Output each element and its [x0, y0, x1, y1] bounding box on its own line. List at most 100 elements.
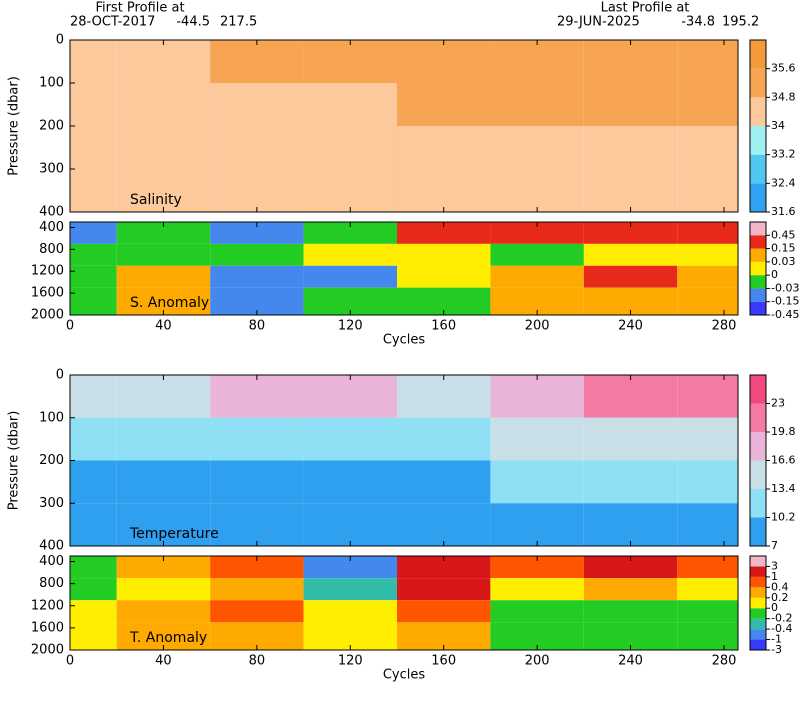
field-cell [677, 265, 738, 288]
panel-label: T. Anomaly [129, 630, 207, 646]
x-axis-label: Cycles [383, 668, 426, 683]
field-cell [210, 600, 304, 623]
field-cell [303, 503, 397, 546]
field-cell [303, 417, 397, 461]
colorbar-label: 1 [771, 570, 778, 583]
field-cell [70, 222, 117, 244]
colorbar-band [750, 576, 766, 588]
field-cell [677, 622, 738, 650]
y-tick-label: 100 [39, 76, 64, 91]
colorbar-label: -0.2 [771, 612, 792, 625]
field-cell [583, 460, 678, 504]
field-cell [303, 265, 397, 288]
colorbar-label: 7 [771, 539, 778, 552]
field [70, 40, 738, 212]
field-cell [396, 600, 491, 623]
field-cell [677, 600, 738, 623]
field-cell [583, 243, 678, 266]
field-cell [677, 126, 738, 169]
y-tick-label: 2000 [31, 308, 64, 323]
field-cell [583, 126, 678, 169]
colorbar-band [750, 460, 766, 489]
colorbar-band [750, 597, 766, 609]
field-cell [116, 417, 211, 461]
colorbar-band [750, 489, 766, 518]
field-cell [303, 375, 397, 418]
colorbar-label: 16.6 [771, 454, 796, 467]
field-cell [70, 503, 117, 546]
x-tick-label: 80 [249, 319, 266, 334]
field-cell [396, 40, 491, 83]
field-cell [210, 503, 304, 546]
field-cell [116, 40, 211, 83]
colorbar-label: -0.4 [771, 622, 792, 635]
field-cell [303, 600, 397, 623]
x-tick-label: 160 [431, 654, 456, 669]
colorbar-band [750, 608, 766, 619]
plot-frame [69, 555, 739, 651]
colorbar-label: 0.4 [771, 580, 789, 593]
field-cell [396, 126, 491, 169]
colorbar-label: 0.03 [771, 255, 796, 268]
colorbar-frame [749, 221, 767, 316]
colorbar-band [750, 375, 766, 404]
colorbar-label: 23 [771, 397, 785, 410]
field [70, 375, 738, 546]
field-cell [303, 460, 397, 504]
field-cell [70, 287, 117, 315]
field-cell [583, 503, 678, 546]
first-label: First Profile at [95, 1, 184, 16]
colorbar-label: 19.8 [771, 425, 796, 438]
field-cell [677, 287, 738, 315]
field-cell [70, 169, 117, 212]
y-axis-label: Pressure (dbar) [7, 76, 22, 176]
colorbar-band [750, 183, 766, 212]
colorbar-label: -0.03 [771, 281, 799, 294]
field-cell [490, 460, 584, 504]
colorbar-label: 34.8 [771, 90, 796, 103]
field-cell [116, 126, 211, 169]
field-cell [116, 169, 211, 212]
colorbar-band [750, 403, 766, 432]
field-cell [210, 556, 304, 579]
field-cell [490, 169, 584, 212]
field-cell [210, 375, 304, 418]
y-tick-label: 400 [39, 539, 64, 554]
colorbar-band [750, 97, 766, 126]
y-tick-label: 100 [39, 410, 64, 425]
field-cell [583, 417, 678, 461]
field-cell [303, 578, 397, 601]
field-cell [490, 126, 584, 169]
field-cell [677, 417, 738, 461]
x-tick-label: 120 [338, 654, 363, 669]
field-cell [677, 556, 738, 579]
y-tick-label: 2000 [31, 643, 64, 658]
field-cell [396, 578, 491, 601]
field-cell [210, 417, 304, 461]
x-tick-label: 280 [712, 319, 737, 334]
colorbar-band [750, 261, 766, 276]
field-cell [583, 40, 678, 83]
colorbar-band [750, 68, 766, 98]
field-cell [116, 460, 211, 504]
x-axis-label: Cycles [383, 333, 426, 348]
y-tick-label: 200 [39, 119, 64, 134]
field-cell [490, 600, 584, 623]
field-cell [677, 503, 738, 546]
field-cell [490, 265, 584, 288]
x-tick-label: 240 [618, 654, 643, 669]
y-tick-label: 1200 [31, 264, 64, 279]
colorbar-band [750, 629, 766, 640]
field-cell [70, 126, 117, 169]
field-cell [583, 600, 678, 623]
last-lon: 195.2 [722, 15, 759, 30]
first-lat: -44.5 [176, 15, 210, 30]
colorbar-band [750, 235, 766, 249]
colorbar-label: -3 [771, 643, 782, 656]
field-cell [210, 265, 304, 288]
colorbar-label: 34 [771, 119, 785, 132]
colorbar-label: 32.4 [771, 176, 796, 189]
colorbar-label: 0.2 [771, 591, 789, 604]
colorbar-label: 10.2 [771, 511, 796, 524]
field-cell [583, 556, 678, 579]
